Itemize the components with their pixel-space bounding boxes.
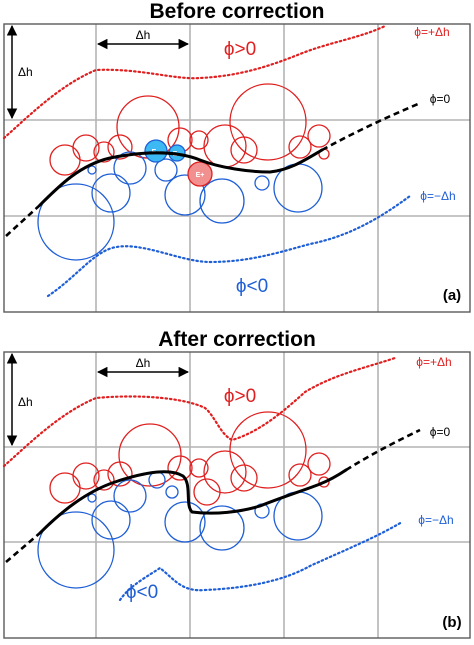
svg-text:E+: E+ <box>196 172 205 179</box>
panel-a-phi-zero-dash-left <box>5 204 41 237</box>
panel-b-phi-negative-label: ϕ<0 <box>126 582 158 603</box>
panel-a-frame <box>3 23 471 313</box>
panel-a-phi-zero-dash-right <box>321 102 419 152</box>
panel-a-phi-plus-line-label: ϕ=+Δh <box>414 25 449 39</box>
panel-a-phi-plus-line <box>2 24 387 140</box>
panel-b-tag: (b) <box>442 614 461 631</box>
panel-b-grid <box>4 352 470 638</box>
panel-a-tag: (a) <box>443 287 461 304</box>
panel-b-phi-zero-dash-left <box>5 532 41 563</box>
panel-a-phi-negative-label: ϕ<0 <box>236 276 268 297</box>
panel-b-phi-zero-dash-right <box>345 428 421 472</box>
panel-b-red-particles <box>49 411 331 506</box>
panel-a-phi-minus-line <box>46 194 412 298</box>
panel-a-blue-particles <box>37 151 323 261</box>
panel-b-blue-particles <box>37 471 323 589</box>
panel-a-dh-horizontal-label: Δh <box>136 28 151 42</box>
panel-a-red-particles <box>49 83 331 176</box>
panel-b-dh-horizontal-label: Δh <box>136 356 151 370</box>
panel-a-phi-zero-line-label: ϕ=0 <box>430 92 451 106</box>
panel-b-frame <box>3 351 471 639</box>
e-plus-particle <box>187 161 213 187</box>
panel-b: After correction Δh Δh <box>2 328 471 639</box>
panel-b-phi-positive-label: ϕ>0 <box>224 386 256 407</box>
e-minus-particle <box>144 139 168 163</box>
panel-b-phi-zero-line-label: ϕ=0 <box>430 425 451 439</box>
panel-b-dh-vertical-label: Δh <box>18 395 33 409</box>
panel-a: Before correction Δh Δh <box>2 0 471 313</box>
panel-a-phi-zero-line <box>38 148 324 207</box>
panel-b-phi-minus-line-label: ϕ=−Δh <box>418 513 453 527</box>
panel-b-phi-plus-line <box>2 356 397 468</box>
panel-b-phi-plus-line-label: ϕ=+Δh <box>416 355 451 369</box>
panel-b-title: After correction <box>158 328 316 351</box>
panel-a-title: Before correction <box>149 0 324 23</box>
panel-a-dh-vertical-label: Δh <box>18 65 33 79</box>
panel-b-phi-zero-line <box>38 468 348 535</box>
panel-a-phi-positive-label: ϕ>0 <box>224 39 256 60</box>
panel-a-error-particles: E− E− E+ <box>144 139 213 187</box>
panel-b-phi-minus-line <box>118 520 404 602</box>
panel-a-phi-minus-line-label: ϕ=−Δh <box>420 189 455 203</box>
